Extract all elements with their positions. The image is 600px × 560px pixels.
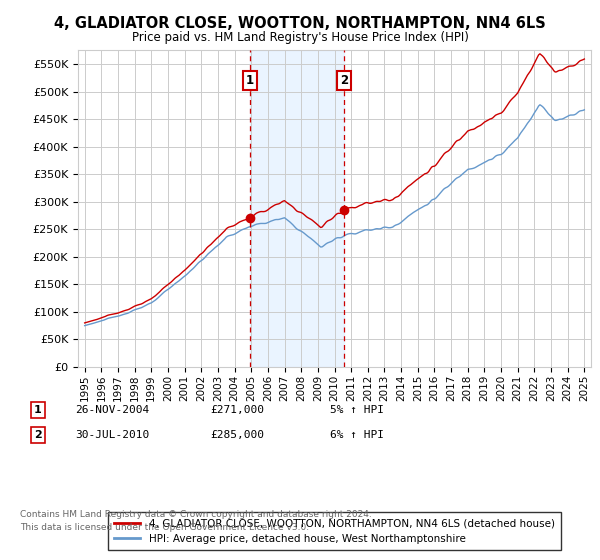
Bar (250, 50, 344, 367)
Text: 2: 2 (340, 74, 348, 87)
Text: 1: 1 (245, 74, 254, 87)
Text: 4, GLADIATOR CLOSE, WOOTTON, NORTHAMPTON, NN4 6LS: 4, GLADIATOR CLOSE, WOOTTON, NORTHAMPTON… (54, 16, 546, 31)
Text: 1: 1 (34, 405, 42, 415)
Text: £285,000: £285,000 (210, 430, 264, 440)
Text: £271,000: £271,000 (210, 405, 264, 415)
Text: 30-JUL-2010: 30-JUL-2010 (75, 430, 149, 440)
Text: 2: 2 (34, 430, 42, 440)
Text: Price paid vs. HM Land Registry's House Price Index (HPI): Price paid vs. HM Land Registry's House … (131, 31, 469, 44)
Legend: 4, GLADIATOR CLOSE, WOOTTON, NORTHAMPTON, NN4 6LS (detached house), HPI: Average: 4, GLADIATOR CLOSE, WOOTTON, NORTHAMPTON… (108, 512, 561, 550)
Text: Contains HM Land Registry data © Crown copyright and database right 2024.
This d: Contains HM Land Registry data © Crown c… (20, 510, 372, 531)
Text: 6% ↑ HPI: 6% ↑ HPI (330, 430, 384, 440)
Text: 26-NOV-2004: 26-NOV-2004 (75, 405, 149, 415)
Text: 5% ↑ HPI: 5% ↑ HPI (330, 405, 384, 415)
